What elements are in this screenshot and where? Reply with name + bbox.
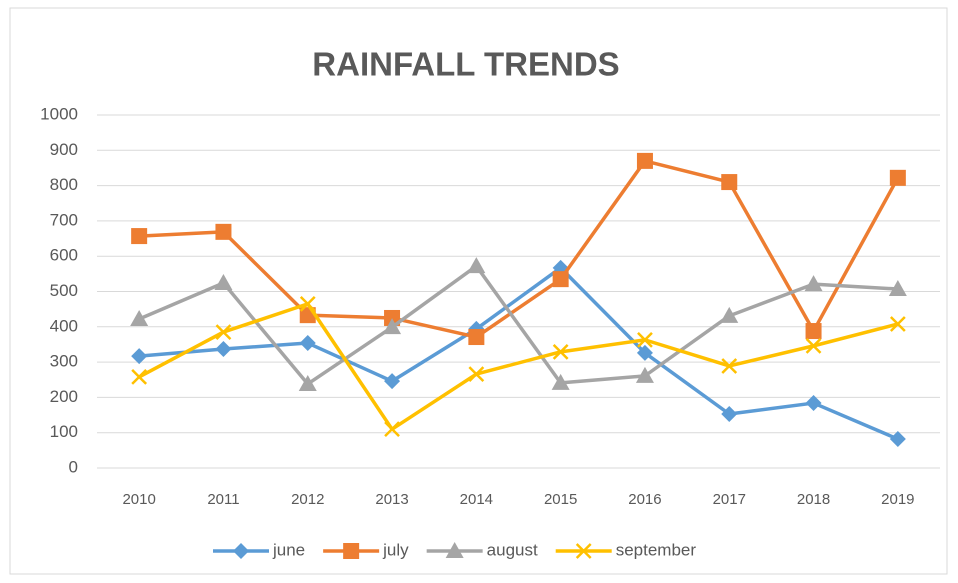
y-tick-label: 200 — [50, 387, 78, 406]
y-tick-label: 700 — [50, 210, 78, 229]
x-tick-label: 2015 — [544, 491, 577, 508]
marker — [445, 542, 464, 558]
marker — [889, 431, 906, 448]
marker — [384, 309, 401, 326]
marker — [888, 280, 907, 297]
marker — [721, 358, 738, 374]
x-tick-label: 2012 — [291, 491, 324, 508]
x-tick-label: 2014 — [460, 491, 493, 508]
marker — [889, 316, 906, 332]
marker — [343, 543, 360, 559]
marker — [299, 295, 316, 312]
series-line — [138, 264, 898, 386]
marker — [637, 331, 653, 348]
marker — [131, 369, 148, 385]
legend-label: july — [382, 540, 409, 559]
marker — [721, 405, 738, 422]
y-tick-label: 1000 — [40, 104, 78, 123]
marker — [720, 306, 739, 323]
x-tick-label: 2019 — [881, 491, 914, 508]
y-tick-label: 600 — [50, 246, 78, 265]
marker — [215, 223, 232, 240]
marker — [805, 323, 822, 340]
marker — [130, 310, 149, 327]
y-tick-label: 800 — [50, 175, 78, 194]
legend: june july august september — [213, 540, 696, 559]
x-tick-label: 2013 — [375, 491, 408, 508]
x-tick-label: 2017 — [713, 491, 746, 508]
series-line — [139, 159, 900, 339]
marker — [215, 341, 232, 358]
marker — [636, 344, 653, 361]
marker — [636, 152, 653, 169]
marker — [805, 337, 822, 354]
y-tick-label: 100 — [50, 422, 78, 441]
marker — [215, 324, 232, 340]
marker — [233, 543, 249, 559]
marker — [383, 318, 402, 335]
marker — [131, 348, 148, 365]
legend-label: september — [616, 540, 697, 559]
marker — [805, 395, 822, 412]
marker — [721, 174, 738, 191]
marker — [551, 373, 570, 390]
marker — [299, 335, 316, 352]
legend-label: june — [272, 540, 305, 559]
series-line — [139, 266, 899, 441]
legend-label: august — [487, 540, 538, 559]
marker — [384, 373, 401, 390]
marker — [467, 257, 486, 274]
marker — [298, 374, 317, 391]
marker — [552, 343, 569, 360]
x-tick-label: 2011 — [207, 491, 239, 508]
y-tick-label: 500 — [50, 281, 78, 300]
y-tick-label: 300 — [50, 352, 78, 371]
marker — [552, 271, 569, 288]
x-tick-label: 2018 — [797, 491, 830, 508]
chart-title: RAINFALL TRENDS — [312, 46, 619, 83]
marker — [804, 275, 823, 292]
marker — [384, 421, 400, 438]
marker — [214, 274, 233, 291]
marker — [468, 366, 485, 382]
y-tick-label: 400 — [50, 316, 78, 335]
y-tick-label: 900 — [50, 140, 78, 159]
marker — [575, 543, 592, 559]
x-tick-label: 2010 — [122, 491, 155, 508]
marker — [635, 366, 654, 383]
marker — [131, 228, 148, 245]
marker — [889, 169, 906, 186]
marker — [468, 329, 485, 346]
y-tick-label: 0 — [69, 457, 78, 476]
series-line — [138, 302, 899, 431]
x-tick-label: 2016 — [628, 491, 661, 508]
